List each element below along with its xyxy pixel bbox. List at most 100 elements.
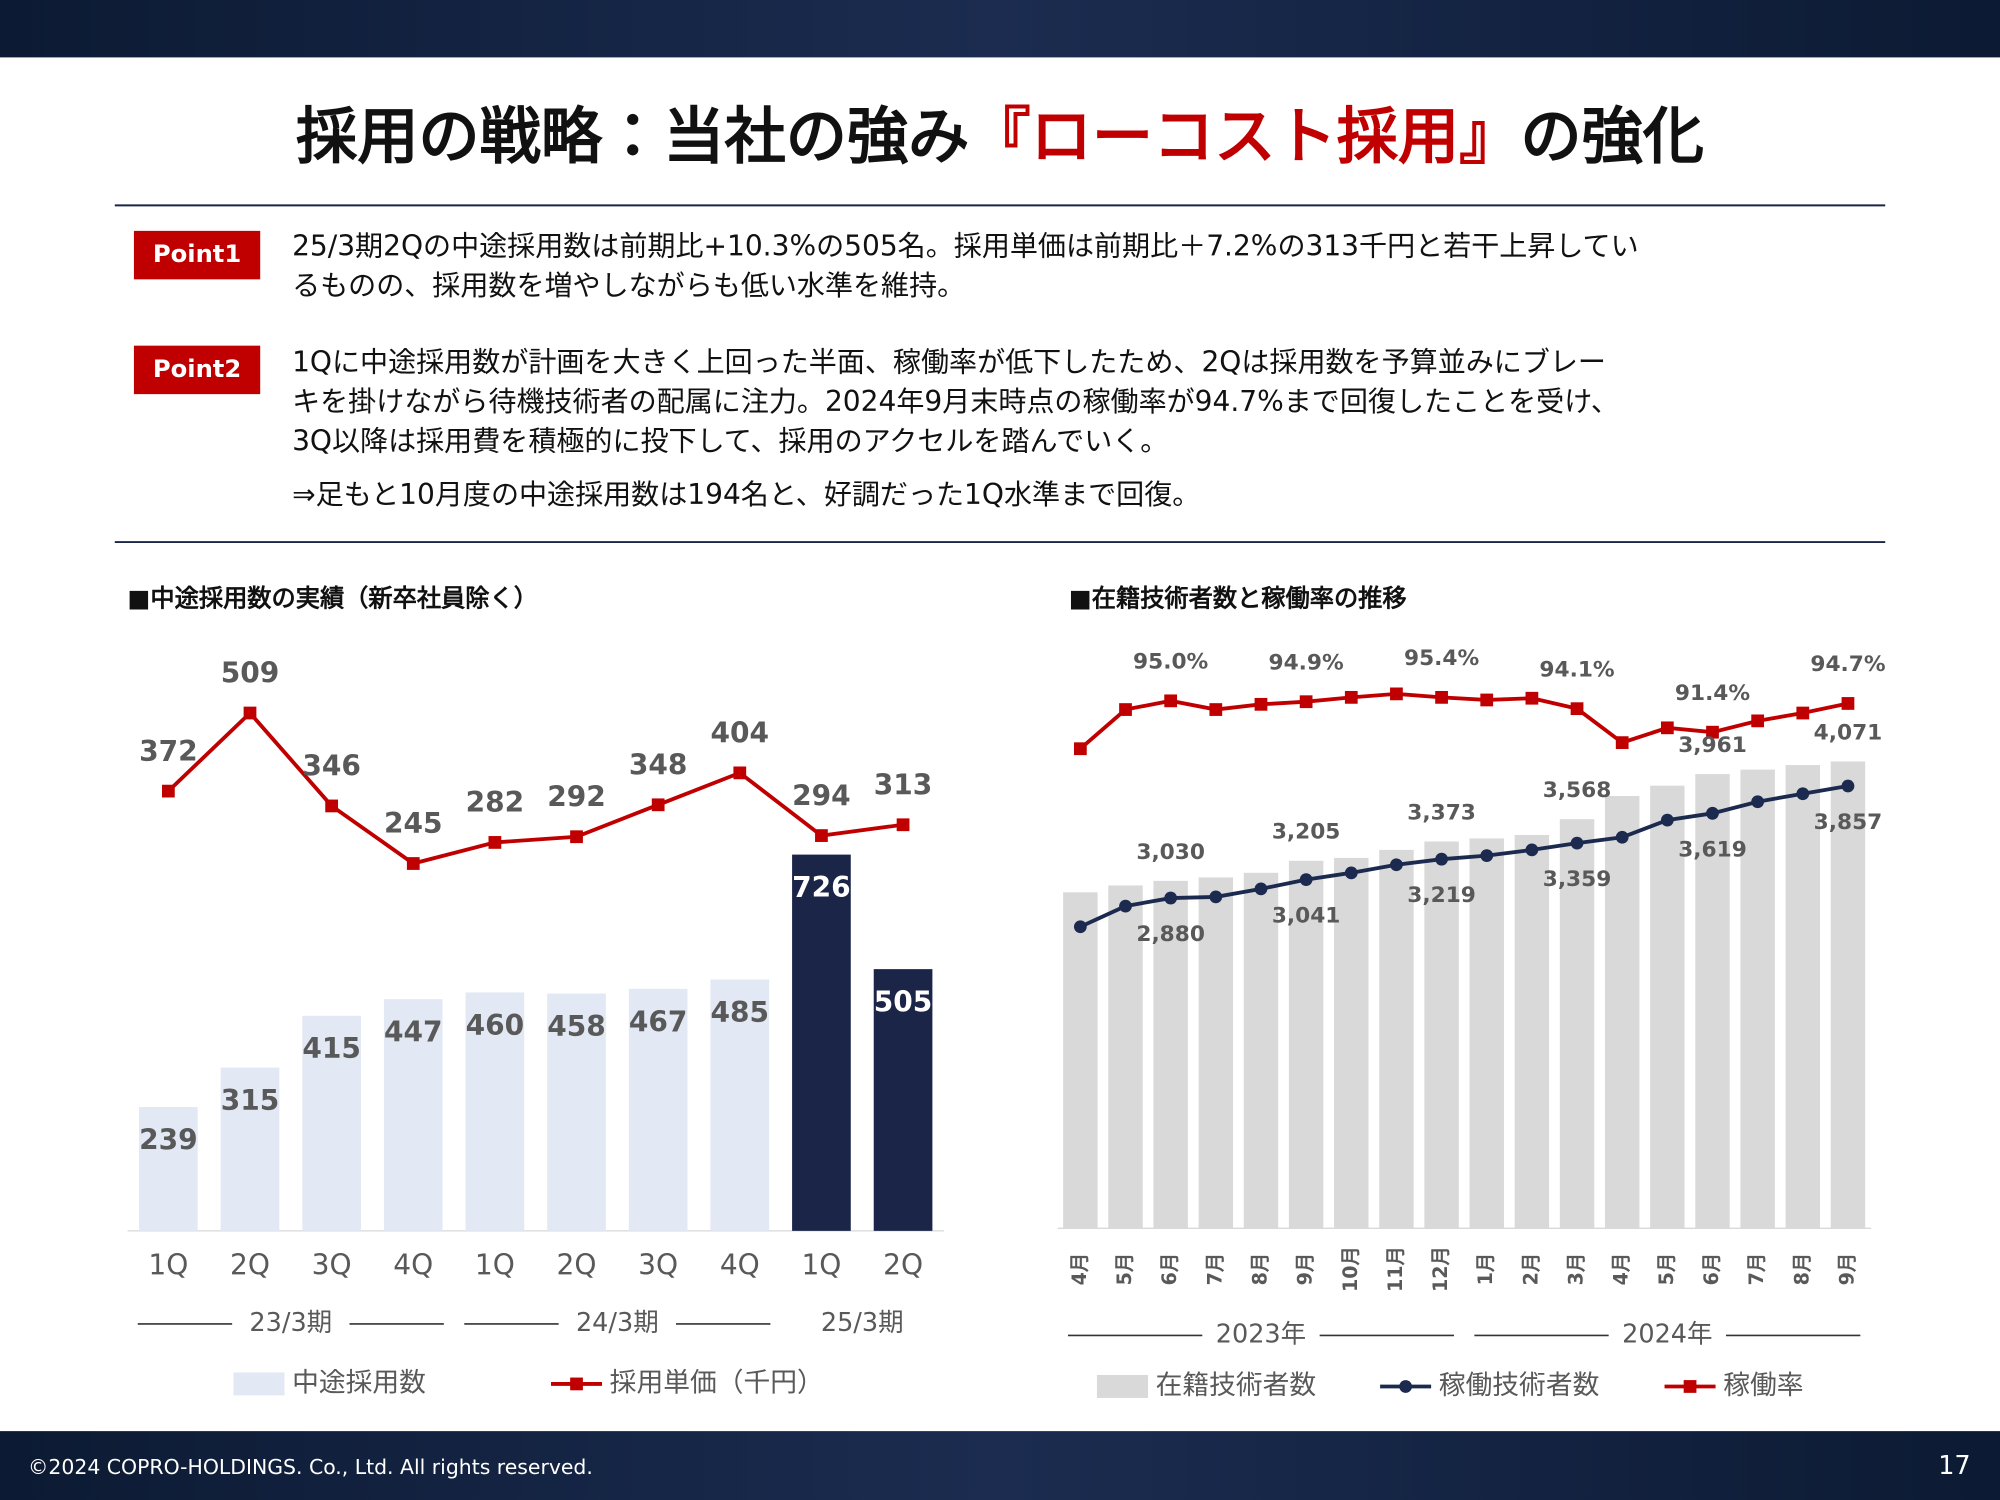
x-tick-label: 3Q xyxy=(638,1249,678,1282)
marker xyxy=(1164,891,1178,905)
point-text: るものの、採用数を増やしながらも低い水準を維持。 xyxy=(292,269,965,302)
group-label: 24/3期 xyxy=(576,1308,659,1338)
marker xyxy=(815,829,828,842)
legend-swatch xyxy=(233,1372,285,1396)
legend-label: 稼働率 xyxy=(1723,1370,1803,1401)
data-label: 94.1% xyxy=(1539,657,1614,682)
data-label: 505 xyxy=(874,986,933,1019)
chart-title: ■中途採用数の実績（新卒社員除く） xyxy=(128,584,538,612)
footer-band xyxy=(0,1431,2000,1500)
x-tick-label: 2Q xyxy=(883,1249,923,1282)
bar xyxy=(1830,761,1866,1229)
point-badge xyxy=(133,345,261,395)
marker xyxy=(1299,873,1313,886)
header-band xyxy=(0,0,2000,58)
note: ⇒足もと10月度の中途採用数は194名と、好調だった1Q水準まで回復。 xyxy=(292,478,1200,511)
marker xyxy=(1841,779,1855,793)
line xyxy=(1079,691,1849,751)
legend-label: 中途採用数 xyxy=(292,1367,426,1398)
marker xyxy=(1615,736,1629,750)
data-label: 3,030 xyxy=(1136,840,1205,865)
data-label: 91.4% xyxy=(1675,681,1750,706)
bar xyxy=(1288,860,1324,1229)
legend-label: 稼働技術者数 xyxy=(1439,1370,1600,1401)
data-label: 3,373 xyxy=(1407,800,1476,825)
bar xyxy=(1740,769,1775,1229)
marker xyxy=(1660,721,1674,735)
point-text: 1Qに中途採用数が計画を大きく上回った半面、稼働率が低下したため、2Qは採用数を… xyxy=(292,346,1606,379)
bar xyxy=(1559,819,1595,1229)
bar xyxy=(465,992,525,1231)
marker xyxy=(406,857,420,870)
marker xyxy=(570,830,583,844)
data-label: 292 xyxy=(547,780,606,813)
data-label: 245 xyxy=(384,807,443,840)
legend-swatch xyxy=(1096,1375,1148,1398)
group-label: 25/3期 xyxy=(821,1308,904,1338)
point-text: キを掛けながら待機技術者の配属に注力。2024年9月末時点の稼働率が94.7%ま… xyxy=(292,385,1619,418)
point-badge xyxy=(133,230,261,280)
data-label: 3,219 xyxy=(1407,883,1476,908)
x-tick-label: 9月 xyxy=(1294,1253,1317,1285)
bar xyxy=(1785,765,1821,1229)
x-tick-label: 4Q xyxy=(393,1249,433,1282)
group-label: 23/3期 xyxy=(249,1308,332,1338)
marker xyxy=(1525,843,1539,857)
marker xyxy=(1660,813,1674,827)
marker xyxy=(651,798,665,812)
data-label: 348 xyxy=(629,749,688,782)
marker xyxy=(733,766,747,780)
marker xyxy=(1706,725,1719,739)
marker xyxy=(1073,742,1087,756)
data-label: 3,205 xyxy=(1272,820,1341,845)
x-tick-label: 2Q xyxy=(230,1249,270,1282)
data-label: 3,568 xyxy=(1543,778,1612,803)
bar xyxy=(873,969,933,1231)
title-part: 採用の戦略：当社の強み xyxy=(296,101,969,172)
bar xyxy=(1469,838,1504,1229)
marker xyxy=(1254,697,1268,711)
point-label: Point2 xyxy=(153,355,241,383)
x-tick-label: 1月 xyxy=(1474,1253,1497,1285)
data-label: 346 xyxy=(302,750,361,783)
marker xyxy=(1435,852,1448,866)
data-label: 509 xyxy=(221,657,280,690)
bar xyxy=(302,1015,361,1231)
x-tick-label: 2月 xyxy=(1519,1253,1542,1285)
x-tick-label: 5月 xyxy=(1113,1253,1136,1285)
x-tick-label: 1Q xyxy=(475,1249,515,1282)
marker xyxy=(1299,695,1313,709)
bar xyxy=(1243,872,1279,1229)
data-label: 315 xyxy=(221,1084,280,1117)
title-part: の強化 xyxy=(1520,101,1704,172)
x-tick-label: 4月 xyxy=(1610,1253,1633,1285)
legend-label: 採用単価（千円） xyxy=(610,1367,824,1398)
marker xyxy=(325,799,339,813)
data-label: 404 xyxy=(711,717,770,750)
data-label: 94.9% xyxy=(1269,650,1344,675)
marker xyxy=(1796,787,1810,801)
point-label: Point1 xyxy=(153,240,241,268)
bar xyxy=(1650,785,1685,1229)
data-label: 294 xyxy=(792,779,851,812)
marker xyxy=(1344,866,1358,880)
marker xyxy=(1435,690,1448,704)
point-text: 25/3期2Qの中途採用数は前期比+10.3%の505名。採用単価は前期比＋7.… xyxy=(292,229,1639,262)
copyright: ©2024 COPRO-HOLDINGS. Co., Ltd. All righ… xyxy=(28,1455,593,1479)
bar xyxy=(1108,885,1143,1229)
x-tick-label: 3月 xyxy=(1565,1253,1588,1285)
legend-marker xyxy=(570,1377,583,1391)
bar xyxy=(1695,774,1730,1229)
page-number: 17 xyxy=(1938,1451,1970,1481)
marker xyxy=(1119,899,1132,913)
data-label: 3,857 xyxy=(1814,810,1883,835)
marker xyxy=(1073,920,1087,934)
group-label: 2024年 xyxy=(1622,1319,1712,1349)
bar xyxy=(628,988,688,1231)
chart-title: ■在籍技術者数と稼働率の推移 xyxy=(1069,584,1407,612)
bar xyxy=(383,999,443,1231)
data-label: 3,359 xyxy=(1543,867,1612,892)
marker xyxy=(1706,806,1719,820)
bar xyxy=(1063,892,1098,1229)
